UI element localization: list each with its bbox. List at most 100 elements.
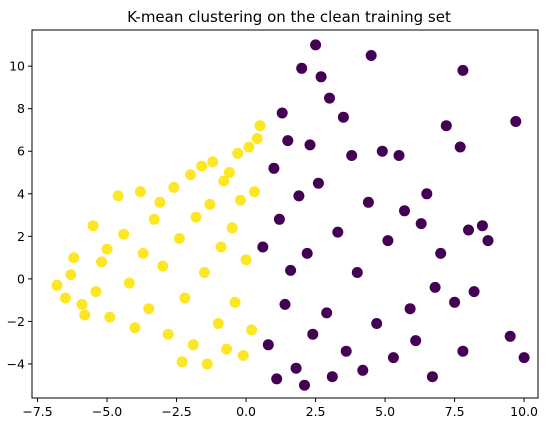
scatter-point: [68, 252, 80, 264]
scatter-point: [254, 120, 266, 132]
scatter-point: [457, 345, 469, 357]
scatter-point: [346, 150, 358, 161]
scatter-point: [362, 196, 374, 208]
scatter-point: [518, 352, 530, 364]
scatter-point: [296, 62, 308, 74]
scatter-point: [201, 358, 213, 370]
scatter-point: [371, 318, 383, 329]
y-axis: −4 −2 0 2 4 6 8 10: [7, 59, 32, 371]
x-tick-label: 10.0: [510, 404, 538, 419]
scatter-point: [463, 224, 474, 236]
scatter-point: [337, 111, 349, 123]
scatter-point: [312, 177, 324, 189]
scatter-point: [190, 211, 202, 223]
scatter-point: [243, 141, 255, 153]
scatter-point: [449, 296, 461, 308]
scatter-point: [426, 371, 438, 383]
scatter-point: [301, 247, 313, 259]
scatter-point: [223, 167, 235, 178]
scatter-point: [476, 220, 488, 232]
scatter-point: [196, 160, 208, 172]
scatter-point: [129, 322, 141, 334]
scatter-point: [257, 241, 269, 253]
scatter-point: [218, 175, 230, 187]
scatter-point: [79, 309, 91, 321]
scatter-point: [137, 247, 149, 259]
x-tick-label: −2.5: [161, 404, 191, 419]
scatter-point: [187, 339, 199, 351]
scatter-point: [321, 307, 333, 319]
scatter-point: [376, 145, 388, 157]
scatter-point: [226, 222, 238, 234]
scatter-point: [118, 228, 130, 240]
y-tick-label: 2: [17, 229, 25, 244]
scatter-point: [310, 39, 322, 51]
plot-frame: [31, 29, 539, 399]
scatter-point: [251, 133, 263, 144]
scatter-point: [235, 194, 246, 206]
scatter-point: [393, 150, 405, 161]
scatter-point: [324, 92, 335, 104]
scatter-point: [246, 324, 258, 336]
scatter-point: [399, 205, 410, 217]
x-tick-label: −5.0: [92, 404, 122, 419]
y-tick-label: 10: [9, 59, 25, 74]
scatter-point: [143, 303, 155, 315]
scatter-point: [101, 243, 113, 255]
scatter-point: [382, 235, 394, 247]
scatter-point: [387, 352, 399, 364]
scatter-point: [215, 241, 227, 253]
scatter-point: [365, 50, 377, 61]
scatter-point: [179, 292, 191, 304]
scatter-point: [315, 71, 327, 83]
y-tick-label: 6: [17, 144, 25, 159]
x-tick-label: 7.5: [445, 404, 465, 419]
scatter-point: [429, 281, 441, 293]
scatter-point: [229, 296, 241, 308]
y-tick-label: 8: [17, 101, 25, 116]
scatter-point: [185, 169, 196, 181]
scatter-point: [221, 343, 233, 355]
scatter-point: [162, 328, 174, 340]
x-tick-label: 5.0: [375, 404, 395, 419]
x-tick-label: 0.0: [236, 404, 256, 419]
scatter-point: [271, 373, 283, 385]
x-axis: −7.5 −5.0 −2.5 0.0 2.5 5.0 7.5 10.0: [22, 398, 538, 419]
scatter-point: [262, 339, 274, 351]
y-tick-label: −2: [7, 314, 25, 329]
scatter-point: [285, 264, 297, 276]
scatter-point: [307, 328, 319, 340]
scatter-point: [510, 116, 522, 127]
scatter-point: [357, 364, 369, 376]
scatter-point: [87, 220, 99, 232]
scatter-point: [176, 356, 188, 368]
scatter-point: [410, 335, 422, 347]
scatter-point: [157, 260, 169, 272]
scatter-point: [154, 196, 166, 208]
scatter-point: [237, 350, 249, 361]
scatter-point: [421, 188, 433, 200]
scatter-point: [207, 156, 219, 168]
scatter-point: [276, 107, 288, 119]
scatter-point: [454, 141, 466, 153]
scatter-point: [440, 120, 452, 132]
scatter-point: [112, 190, 124, 202]
scatter-point: [232, 147, 244, 159]
y-tick-label: 4: [17, 186, 25, 201]
scatter-point: [290, 362, 302, 374]
scatter-point: [326, 371, 338, 383]
scatter-point: [282, 135, 294, 147]
scatter-point: [415, 218, 427, 230]
scatter-point: [248, 186, 260, 198]
chart-title: K-mean clustering on the clean training …: [127, 8, 451, 26]
scatter-marks: [51, 39, 530, 391]
scatter-point: [273, 213, 285, 225]
scatter-point: [173, 233, 185, 244]
scatter-point: [457, 64, 469, 76]
y-tick-label: 0: [17, 271, 25, 286]
scatter-point: [482, 235, 494, 247]
scatter-point: [76, 298, 88, 310]
scatter-point: [212, 318, 224, 329]
scatter-point: [351, 267, 363, 278]
x-tick-label: 2.5: [306, 404, 326, 419]
